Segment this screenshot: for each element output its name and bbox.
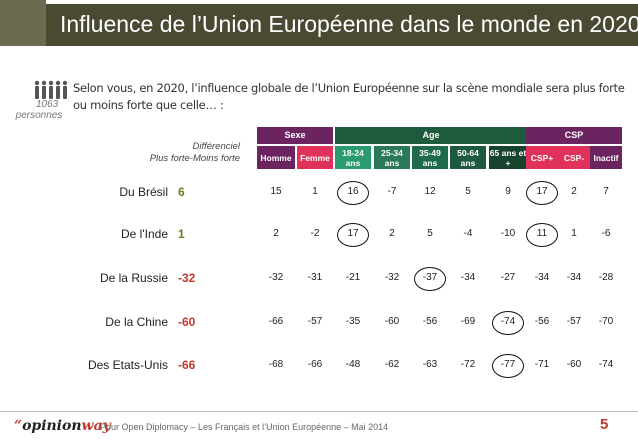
sample-label: personnes — [15, 110, 63, 121]
highlight-circle — [492, 354, 524, 378]
question-text: Selon vous, en 2020, l’influence globale… — [73, 81, 625, 112]
table-cell: -71 — [534, 359, 550, 370]
row-differential: 6 — [178, 185, 185, 199]
column-header: Femme — [297, 146, 333, 169]
table-cell: 7 — [603, 186, 609, 197]
group-header-age: Age — [335, 127, 527, 144]
table-cell: 1 — [312, 186, 318, 197]
table-cell: -56 — [422, 316, 438, 327]
diff-header-line2: Plus forte-Moins forte — [149, 153, 240, 164]
table-cell: -70 — [598, 316, 614, 327]
table-cell: -10 — [500, 228, 516, 239]
title-accent-block — [0, 0, 46, 46]
table-cell: -60 — [566, 359, 582, 370]
row-label: Des Etats-Unis — [87, 358, 168, 372]
column-header: 65 ans et + — [489, 146, 527, 169]
highlight-circle — [337, 223, 369, 247]
table-cell: -74 — [598, 359, 614, 370]
table-cell: -21 — [345, 272, 361, 283]
table-cell: 5 — [465, 186, 471, 197]
table-cell: 9 — [505, 186, 511, 197]
row-differential: -32 — [178, 271, 196, 285]
column-header: CSP- — [558, 146, 590, 169]
column-header: 50-64 ans — [450, 146, 486, 169]
table-cell: -4 — [463, 228, 473, 239]
table-cell: -48 — [345, 359, 361, 370]
column-header: Inactif — [590, 146, 622, 169]
table-cell: 1 — [571, 228, 577, 239]
group-header-sexe: Sexe — [257, 127, 333, 144]
table-cell: -63 — [422, 359, 438, 370]
table-cell: -66 — [268, 316, 284, 327]
column-header: CSP+ — [526, 146, 558, 169]
table-cell: -27 — [500, 272, 516, 283]
table-cell: -7 — [387, 186, 397, 197]
highlight-circle — [526, 223, 558, 247]
column-header: 18-24 ans — [335, 146, 371, 169]
row-label: De la Russie — [99, 271, 168, 285]
table-cell: -31 — [307, 272, 323, 283]
footer-text: Pour Open Diplomacy – Les Français et l’… — [100, 422, 389, 432]
table-cell: -6 — [601, 228, 611, 239]
people-icon — [34, 80, 68, 99]
row-label: De la Chine — [105, 315, 168, 329]
table-cell: 2 — [273, 228, 279, 239]
table-cell: -34 — [566, 272, 582, 283]
table-cell: -72 — [460, 359, 476, 370]
table-cell: -32 — [384, 272, 400, 283]
page-title: Influence de l’Union Européenne dans le … — [60, 11, 638, 37]
column-header: 35-49 ans — [412, 146, 448, 169]
row-differential: 1 — [178, 227, 185, 241]
column-header: 25-34 ans — [374, 146, 410, 169]
table-cell: -60 — [384, 316, 400, 327]
opinionway-logo: “opinionway — [14, 418, 111, 434]
highlight-circle — [526, 181, 558, 205]
table-cell: -34 — [534, 272, 550, 283]
table-cell: 5 — [427, 228, 433, 239]
table-cell: 2 — [571, 186, 577, 197]
table-cell: 12 — [424, 186, 436, 197]
row-label: Du Brésil — [119, 185, 168, 199]
title-background — [46, 4, 638, 46]
table-cell: -35 — [345, 316, 361, 327]
diff-header: Différenciel Plus forte-Moins forte — [130, 141, 240, 165]
table-cell: -57 — [566, 316, 582, 327]
table-cell: -34 — [460, 272, 476, 283]
highlight-circle — [337, 181, 369, 205]
table-cell: -56 — [534, 316, 550, 327]
page-number: 5 — [600, 416, 609, 433]
table-cell: -62 — [384, 359, 400, 370]
diff-header-line1: Différenciel — [192, 141, 240, 152]
title-bar: Influence de l’Union Européenne dans le … — [0, 0, 638, 46]
table-cell: -66 — [307, 359, 323, 370]
row-differential: -60 — [178, 315, 196, 329]
table-cell: 2 — [389, 228, 395, 239]
column-header: Homme — [257, 146, 295, 169]
row-differential: -66 — [178, 358, 196, 372]
table-cell: -32 — [268, 272, 284, 283]
table-cell: 15 — [270, 186, 282, 197]
table-cell: -2 — [310, 228, 320, 239]
table-cell: -57 — [307, 316, 323, 327]
row-label: De l'Inde — [121, 227, 168, 241]
highlight-circle — [414, 267, 446, 291]
table-cell: -28 — [598, 272, 614, 283]
table-cell: -68 — [268, 359, 284, 370]
highlight-circle — [492, 311, 524, 335]
footer-divider — [0, 411, 638, 412]
sample-size: 1063 — [36, 99, 59, 110]
table-cell: -69 — [460, 316, 476, 327]
group-header-csp: CSP — [526, 127, 622, 144]
